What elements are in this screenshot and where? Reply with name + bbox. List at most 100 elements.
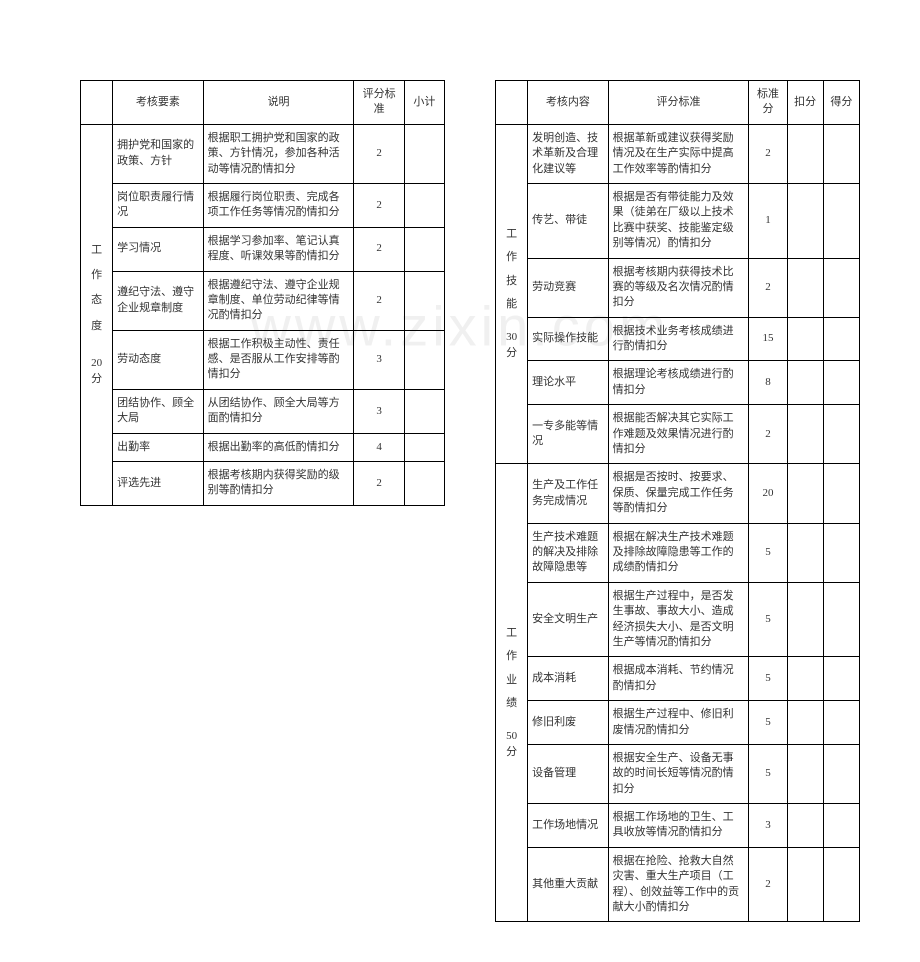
- t2-std: 2: [749, 405, 787, 464]
- t2-desc: 根据是否按时、按要求、保质、保量完成工作任务等酌情扣分: [608, 464, 749, 523]
- t1-sub: [404, 389, 444, 433]
- t2-ded: [787, 405, 823, 464]
- t2-desc: 根据理论考核成绩进行酌情扣分: [608, 361, 749, 405]
- t2-item: 成本消耗: [528, 657, 608, 701]
- t2-std: 5: [749, 523, 787, 582]
- t2-item: 其他重大贡献: [528, 847, 608, 922]
- table-row: 工作技能30 分发明创造、技术革新及合理化建议等根据革新或建议获得奖励情况及在生…: [496, 124, 860, 183]
- t2-desc: 根据考核期内获得技术比赛的等级及名次情况酌情扣分: [608, 258, 749, 317]
- t2-ded: [787, 523, 823, 582]
- t2-std: 5: [749, 582, 787, 657]
- table1: 考核要素 说明 评分标准 小计 工作态度20 分拥护党和国家的政策、方针根据职工…: [80, 80, 445, 506]
- table-row: 修旧利废根据生产过程中、修旧利废情况酌情扣分5: [496, 701, 860, 745]
- t2-std: 2: [749, 847, 787, 922]
- table-row: 学习情况根据学习参加率、笔记认真程度、听课效果等酌情扣分2: [81, 227, 445, 271]
- table-row: 工作场地情况根据工作场地的卫生、工具收放等情况酌情扣分3: [496, 804, 860, 848]
- t2-h4: 扣分: [787, 81, 823, 125]
- t2-std: 2: [749, 258, 787, 317]
- t1-desc: 根据遵纪守法、遵守企业规章制度、单位劳动纪律等情况酌情扣分: [203, 271, 354, 330]
- t2-item: 工作场地情况: [528, 804, 608, 848]
- table1-header-row: 考核要素 说明 评分标准 小计: [81, 81, 445, 125]
- t2-item: 实际操作技能: [528, 317, 608, 361]
- t2-get: [823, 804, 859, 848]
- t1-desc: 从团结协作、顾全大局等方面酌情扣分: [203, 389, 354, 433]
- t2-ded: [787, 124, 823, 183]
- t1-h1: 考核要素: [113, 81, 203, 125]
- table-row: 工作态度20 分拥护党和国家的政策、方针根据职工拥护党和国家的政策、方针情况，参…: [81, 124, 445, 183]
- t2-item: 传艺、带徒: [528, 183, 608, 258]
- t1-sub: [404, 124, 444, 183]
- t2-h2: 评分标准: [608, 81, 749, 125]
- table2: 考核内容 评分标准 标准分 扣分 得分 工作技能30 分发明创造、技术革新及合理…: [495, 80, 860, 922]
- table-row: 传艺、带徒根据是否有带徒能力及效果（徒弟在厂级以上技术比赛中获奖、技能鉴定级别等…: [496, 183, 860, 258]
- t2-get: [823, 523, 859, 582]
- t2-ded: [787, 701, 823, 745]
- t1-score: 4: [354, 433, 404, 461]
- t1-sub: [404, 271, 444, 330]
- table-row: 岗位职责履行情况根据履行岗位职责、完成各项工作任务等情况酌情扣分2: [81, 183, 445, 227]
- t2-item: 发明创造、技术革新及合理化建议等: [528, 124, 608, 183]
- t2-ded: [787, 744, 823, 803]
- t1-item: 拥护党和国家的政策、方针: [113, 124, 203, 183]
- table-row: 设备管理根据安全生产、设备无事故的时间长短等情况酌情扣分5: [496, 744, 860, 803]
- t1-score: 2: [354, 183, 404, 227]
- t1-score: 2: [354, 227, 404, 271]
- table-row: 出勤率根据出勤率的高低酌情扣分4: [81, 433, 445, 461]
- t2-desc: 根据安全生产、设备无事故的时间长短等情况酌情扣分: [608, 744, 749, 803]
- t2-cat2-cell: 工作业绩50 分: [496, 464, 528, 922]
- t2-get: [823, 405, 859, 464]
- t2-get: [823, 744, 859, 803]
- t2-item: 劳动竞赛: [528, 258, 608, 317]
- table-row: 生产技术难题的解决及排除故障隐患等根据在解决生产技术难题及排除故障隐患等工作的成…: [496, 523, 860, 582]
- t1-desc: 根据出勤率的高低酌情扣分: [203, 433, 354, 461]
- t1-h3: 评分标准: [354, 81, 404, 125]
- t2-item: 设备管理: [528, 744, 608, 803]
- t2-ded: [787, 657, 823, 701]
- t2-ded: [787, 317, 823, 361]
- t2-ded: [787, 847, 823, 922]
- t2-item: 理论水平: [528, 361, 608, 405]
- t2-h0: [496, 81, 528, 125]
- table-row: 理论水平根据理论考核成绩进行酌情扣分8: [496, 361, 860, 405]
- t2-item: 安全文明生产: [528, 582, 608, 657]
- table-row: 团结协作、顾全大局从团结协作、顾全大局等方面酌情扣分3: [81, 389, 445, 433]
- t2-get: [823, 361, 859, 405]
- t1-desc: 根据工作积极主动性、责任感、是否服从工作安排等酌情扣分: [203, 330, 354, 389]
- t2-item: 修旧利废: [528, 701, 608, 745]
- t2-get: [823, 582, 859, 657]
- t1-sub: [404, 183, 444, 227]
- t1-score: 3: [354, 389, 404, 433]
- t2-item: 一专多能等情况: [528, 405, 608, 464]
- t2-get: [823, 258, 859, 317]
- t2-h1: 考核内容: [528, 81, 608, 125]
- t1-item: 评选先进: [113, 462, 203, 506]
- t1-item: 出勤率: [113, 433, 203, 461]
- t2-desc: 根据工作场地的卫生、工具收放等情况酌情扣分: [608, 804, 749, 848]
- t2-ded: [787, 464, 823, 523]
- t1-score: 3: [354, 330, 404, 389]
- t2-std: 5: [749, 701, 787, 745]
- table2-header-row: 考核内容 评分标准 标准分 扣分 得分: [496, 81, 860, 125]
- t2-get: [823, 317, 859, 361]
- t1-h0: [81, 81, 113, 125]
- t1-desc: 根据考核期内获得奖励的级别等酌情扣分: [203, 462, 354, 506]
- t2-ded: [787, 361, 823, 405]
- t2-ded: [787, 582, 823, 657]
- t2-h3: 标准分: [749, 81, 787, 125]
- t2-get: [823, 847, 859, 922]
- t2-desc: 根据在解决生产技术难题及排除故障隐患等工作的成绩酌情扣分: [608, 523, 749, 582]
- t1-score: 2: [354, 271, 404, 330]
- t1-sub: [404, 227, 444, 271]
- t2-ded: [787, 183, 823, 258]
- table-row: 成本消耗根据成本消耗、节约情况酌情扣分5: [496, 657, 860, 701]
- t1-h2: 说明: [203, 81, 354, 125]
- t1-desc: 根据学习参加率、笔记认真程度、听课效果等酌情扣分: [203, 227, 354, 271]
- t2-get: [823, 657, 859, 701]
- t1-category-cell: 工作态度20 分: [81, 124, 113, 505]
- table1-container: 考核要素 说明 评分标准 小计 工作态度20 分拥护党和国家的政策、方针根据职工…: [80, 80, 445, 922]
- t2-desc: 根据能否解决其它实际工作难题及效果情况进行酌情扣分: [608, 405, 749, 464]
- t2-std: 5: [749, 744, 787, 803]
- t2-get: [823, 124, 859, 183]
- table-row: 遵纪守法、遵守企业规章制度根据遵纪守法、遵守企业规章制度、单位劳动纪律等情况酌情…: [81, 271, 445, 330]
- t2-cat1-cell: 工作技能30 分: [496, 124, 528, 464]
